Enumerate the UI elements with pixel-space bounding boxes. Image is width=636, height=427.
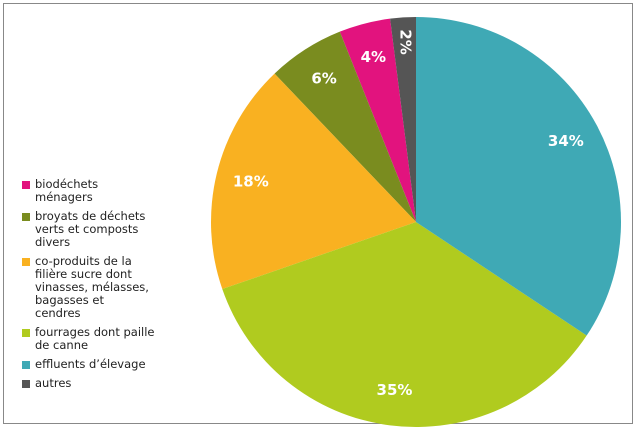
legend-item: broyats de déchets verts et composts div… (22, 210, 182, 249)
legend-label: effluents d’élevage (35, 357, 146, 371)
legend-swatch (22, 361, 30, 369)
legend-label: autres (35, 376, 72, 390)
frame (3, 3, 633, 424)
value-label: 18% (233, 172, 269, 190)
legend-swatch (22, 380, 30, 388)
value-label: 4% (361, 48, 386, 66)
legend-item: fourrages dont paille de canne (22, 326, 182, 352)
legend-swatch (22, 329, 30, 337)
pie-slice (416, 17, 621, 336)
legend-swatch (22, 181, 30, 189)
legend-swatch (22, 213, 30, 221)
value-label: 34% (548, 132, 584, 150)
value-label: 6% (311, 69, 336, 87)
legend-swatch (22, 258, 30, 266)
legend: biodéchets ménagers broyats de déchets ve… (22, 178, 182, 396)
pie-slice (339, 18, 416, 223)
value-label: 2% (397, 29, 415, 54)
legend-item: co-produits de la filière sucre dont vin… (22, 255, 182, 320)
legend-label: fourrages dont paille de canne (35, 325, 155, 352)
legend-item: effluents d’élevage (22, 358, 182, 371)
legend-label: broyats de déchets verts et composts div… (35, 209, 146, 249)
pie-slice (390, 17, 416, 222)
pie-slice (210, 73, 416, 290)
legend-item: autres (22, 377, 182, 390)
legend-item: biodéchets ménagers (22, 178, 182, 204)
pie-slice (274, 31, 416, 223)
pie-slice (222, 222, 587, 427)
value-label: 35% (377, 381, 413, 399)
legend-label: biodéchets ménagers (35, 177, 99, 204)
legend-label: co-produits de la filière sucre dont vin… (35, 254, 149, 320)
